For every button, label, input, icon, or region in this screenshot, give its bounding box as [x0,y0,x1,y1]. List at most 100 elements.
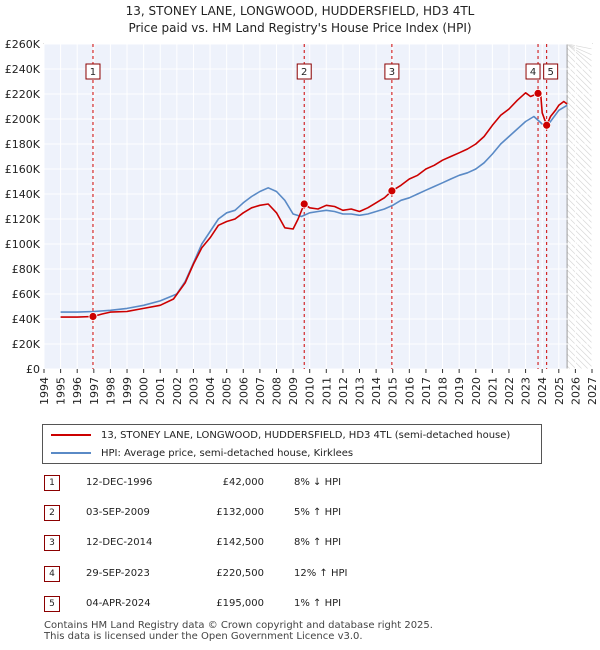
y-tick-label: £100K [5,238,41,251]
future-hatch [566,269,593,296]
footer-licence: This data is licensed under the Open Gov… [44,631,363,642]
transaction-date: 12-DEC-1996 [86,477,153,488]
legend-swatch-property [51,434,91,436]
transaction-hpi: 5% ↑ HPI [294,507,342,518]
sale-point [387,186,397,196]
future-hatch [566,125,593,152]
future-hatch [566,59,593,86]
future-hatch [566,353,583,370]
x-tick-label: 2022 [503,377,516,405]
future-hatch [566,299,593,326]
x-tick-label: 2014 [370,377,383,405]
x-tick-label: 2027 [586,377,599,405]
sale-point [88,312,98,321]
x-tick-label: 2013 [354,377,367,405]
sale-marker-label: 3 [389,67,395,78]
future-hatch [566,341,593,368]
sale-point [542,120,552,130]
future-hatch [566,275,593,302]
transaction-date: 29-SEP-2023 [86,568,150,579]
plot-background [43,43,593,370]
x-tick-label: 2010 [304,377,317,405]
y-tick-label: £260K [5,38,41,51]
sale-point [533,88,543,98]
x-tick-label: 2011 [320,377,333,405]
x-tick-label: 2004 [204,377,217,405]
future-hatch [566,155,593,182]
x-tick-label: 2021 [486,377,499,405]
transaction-row: 1 12-DEC-1996 £42,000 8% ↓ HPI [44,475,544,491]
x-tick-label: 2026 [569,377,582,405]
transaction-number: 5 [44,596,60,612]
y-tick-label: £220K [5,88,41,101]
future-hatch [566,113,593,140]
x-tick-label: 1995 [55,377,68,405]
legend: 13, STONEY LANE, LONGWOOD, HUDDERSFIELD,… [42,424,542,464]
x-tick-label: 2001 [154,377,167,405]
legend-entry-hpi: HPI: Average price, semi-detached house,… [51,445,353,461]
y-tick-label: £240K [5,63,41,76]
sale-marker-box [85,63,101,80]
future-hatch [566,251,593,278]
future-hatch [566,215,593,242]
x-tick-label: 2000 [138,377,151,405]
future-hatch [566,203,593,230]
x-tick-label: 2005 [221,377,234,405]
y-tick-label: £40K [12,313,41,326]
future-hatch [566,335,593,362]
future-hatch [566,95,593,122]
transaction-number: 2 [44,505,60,521]
future-hatch [566,43,593,68]
future-hatch [566,317,593,344]
x-tick-label: 2016 [403,377,416,405]
y-axis-ticks: £0 £20K £40K £60K £80K £100K £120K £140K £160K £1… [5,38,41,376]
x-tick-label: 1997 [88,377,101,405]
future-hatch [566,83,593,110]
future-hatch [566,43,593,56]
future-hatch [566,137,593,164]
future-hatch [567,43,593,50]
series-lines [60,90,568,318]
x-tick-label: 1996 [71,377,84,405]
sale-marker-label: 4 [530,67,536,78]
x-tick-label: 2009 [287,377,300,405]
transaction-row: 2 03-SEP-2009 £132,000 5% ↑ HPI [44,505,544,521]
future-hatch [566,43,593,62]
future-hatch [566,347,589,370]
x-tick-label: 2017 [420,377,433,405]
x-tick-label: 2002 [171,377,184,405]
x-tick-label: 2025 [553,377,566,405]
transaction-date: 12-DEC-2014 [86,537,153,548]
future-hatch [566,359,577,370]
future-hatch [566,101,593,128]
future-hatch [566,227,593,254]
transaction-price: £132,000 [216,507,264,518]
future-hatch [566,173,593,200]
transaction-number: 4 [44,566,60,582]
y-tick-label: £200K [5,113,41,126]
x-tick-label: 1994 [38,377,51,405]
gridlines [43,43,593,370]
future-hatch [566,329,593,356]
transaction-price: £220,500 [216,568,264,579]
chart-title-line2: Price paid vs. HM Land Registry's House … [128,21,472,35]
future-hatch [566,149,593,176]
future-hatch [566,305,593,332]
future-hatch [566,53,593,80]
future-hatch [566,311,593,338]
x-tick-label: 2012 [337,377,350,405]
future-hatch [566,185,593,212]
property-price-line [60,90,568,318]
future-hatch [566,119,593,146]
transaction-row: 4 29-SEP-2023 £220,500 12% ↑ HPI [44,566,544,582]
sale-marker-box [296,63,312,80]
legend-entry-property: 13, STONEY LANE, LONGWOOD, HUDDERSFIELD,… [51,427,510,443]
transaction-number: 3 [44,535,60,551]
y-tick-label: £180K [5,138,41,151]
y-tick-label: £120K [5,213,41,226]
legend-label-hpi: HPI: Average price, semi-detached house,… [101,447,354,459]
future-hatch [566,179,593,206]
future-hatch [566,287,593,314]
y-tick-label: £60K [12,288,41,301]
